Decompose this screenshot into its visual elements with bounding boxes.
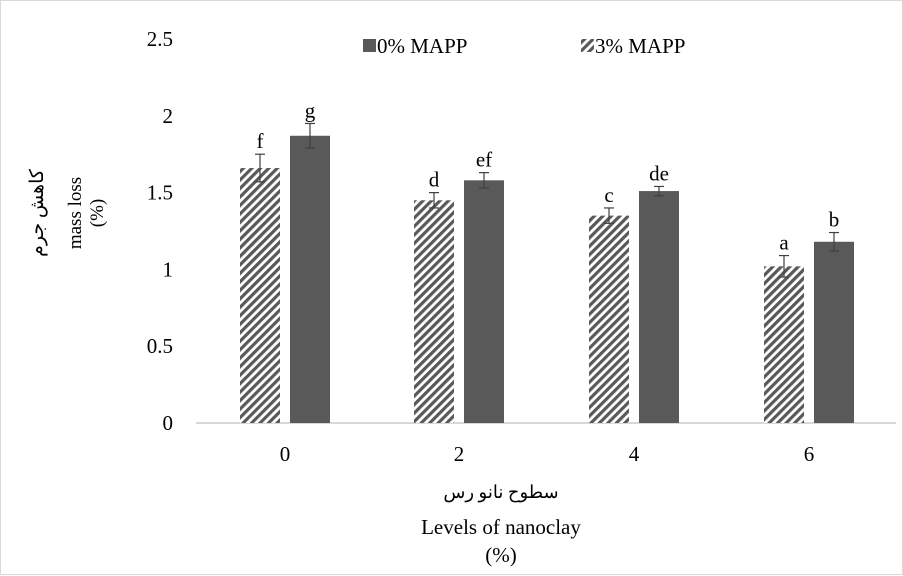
bars-group: f d c a g ef de b [240,98,854,423]
legend-label: 0% MAPP [377,34,467,58]
data-label: g [305,98,316,122]
bar-0pct-mapp [290,135,330,423]
y-axis-title-line1: mass loss [65,177,86,249]
legend-swatch [581,39,594,52]
data-label: b [829,208,840,232]
data-label: c [604,183,613,207]
y-tick-label: 1 [163,257,174,281]
axis-titles: کاهش جرم mass loss (%) سطوح نانو رس Leve… [27,168,581,567]
data-label: a [779,231,789,255]
y-axis-title-line2: (%) [87,199,108,227]
data-label: d [429,168,440,192]
bar-3pct-mapp [764,266,804,423]
x-axis-title-fa: سطوح نانو رس [443,482,558,503]
x-tick-label: 2 [454,442,465,466]
y-tick-label: 2 [163,104,174,128]
bar-0pct-mapp [814,241,854,423]
y-tick-label: 1.5 [147,181,173,205]
x-axis-title-line2: (%) [485,543,516,567]
x-tick-label: 6 [804,442,815,466]
y-tick-label: 0 [163,411,174,435]
legend-swatch [363,39,376,52]
x-tick-label: 0 [280,442,291,466]
y-tick-label: 0.5 [147,334,173,358]
data-label: f [257,129,264,153]
x-tick-label: 4 [629,442,640,466]
bar-0pct-mapp [464,180,504,423]
y-tick-label: 2.5 [147,27,173,51]
y-axis-title-fa: کاهش جرم [27,168,48,257]
bar-3pct-mapp [240,168,280,423]
legend-label: 3% MAPP [595,34,685,58]
bar-3pct-mapp [589,215,629,423]
bar-0pct-mapp [639,191,679,423]
data-label: ef [476,148,492,172]
data-label: de [649,161,669,185]
x-axis-title-line1: Levels of nanoclay [421,515,581,539]
bar-3pct-mapp [414,200,454,423]
legend: 0% MAPP 3% MAPP [363,34,685,58]
